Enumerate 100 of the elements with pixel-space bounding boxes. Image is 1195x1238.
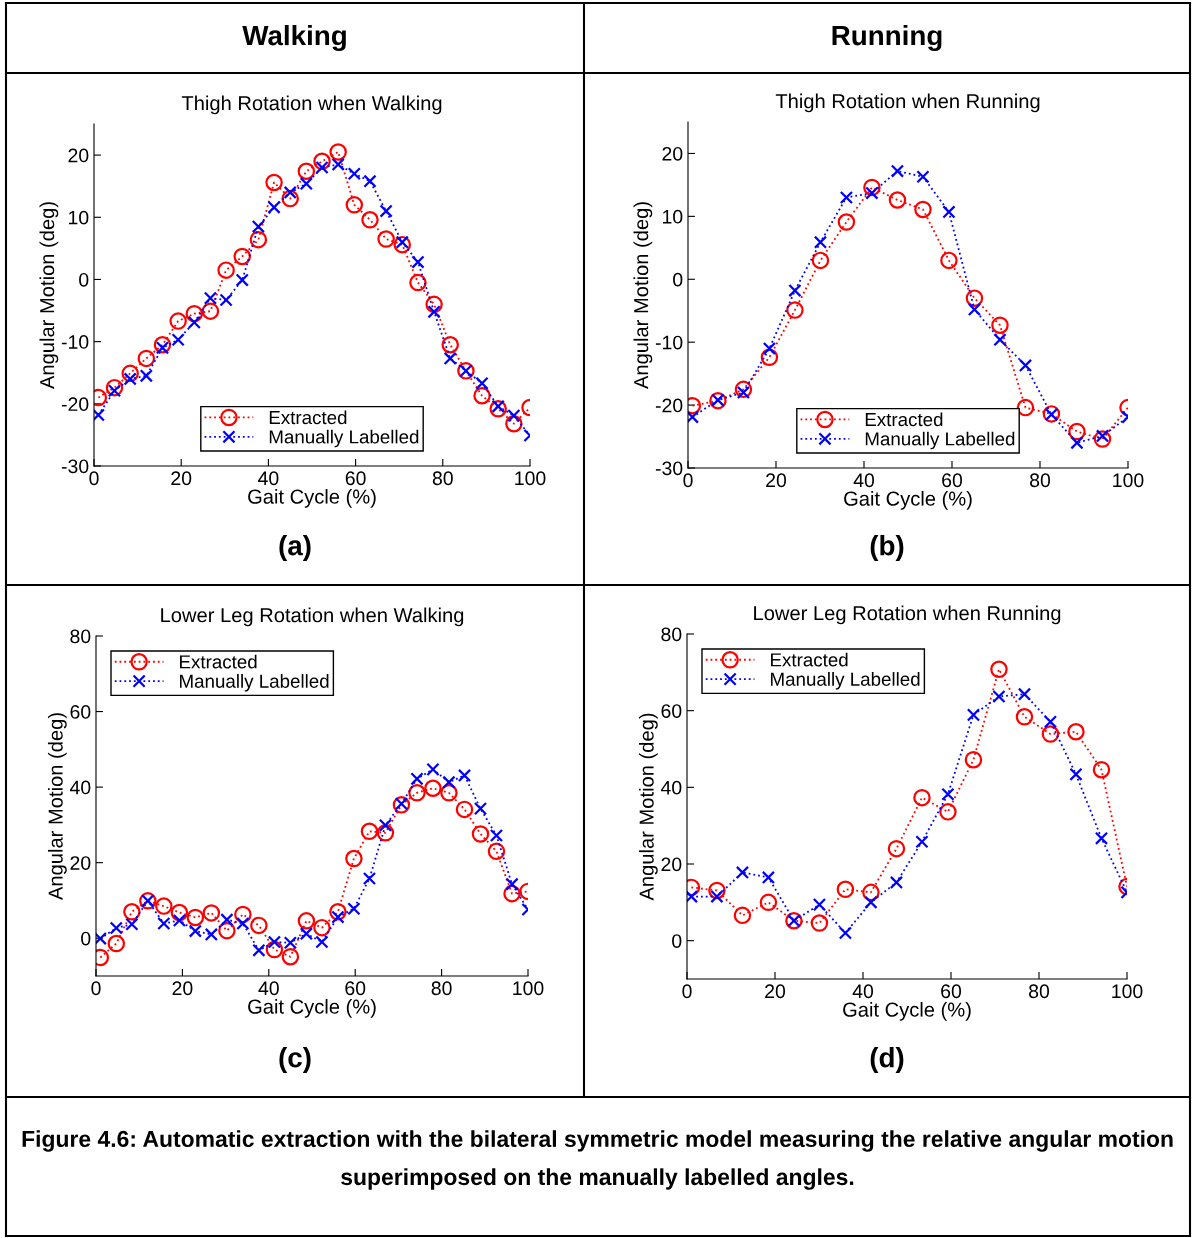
legend-label: Manually Labelled	[771, 672, 920, 690]
chart-title: Lower Leg Rotation when Running	[754, 605, 1061, 625]
point	[362, 871, 377, 886]
point	[734, 380, 753, 399]
point	[890, 164, 905, 178]
point	[281, 947, 300, 966]
text: Running	[832, 24, 942, 52]
y-tick-label: -30	[61, 459, 89, 474]
point	[204, 927, 219, 942]
point	[408, 784, 426, 802]
point	[395, 235, 409, 249]
y-axis-title: Angular Motion (deg)	[638, 713, 658, 901]
point	[125, 917, 139, 931]
point	[265, 940, 284, 959]
point	[252, 943, 266, 957]
point	[410, 772, 424, 786]
point	[915, 835, 929, 849]
point	[186, 908, 205, 927]
point	[378, 818, 393, 832]
legend-label: Manually Labelled	[865, 431, 1015, 450]
y-tick-label: 10	[663, 209, 683, 224]
x-tick-label: 20	[171, 471, 192, 486]
point	[863, 178, 881, 197]
point	[507, 408, 521, 423]
point	[760, 348, 779, 367]
point	[109, 921, 123, 935]
y-axis-title: Angular Motion (deg)	[47, 713, 67, 900]
point	[1070, 436, 1084, 450]
x-tick-label: 20	[765, 984, 786, 999]
point	[376, 824, 395, 842]
y-tick-label: -20	[61, 397, 89, 412]
point	[297, 912, 316, 930]
point	[201, 302, 220, 320]
legend-label: Extracted	[771, 652, 848, 667]
y-tick-label: 40	[69, 780, 91, 795]
point	[105, 378, 124, 397]
point	[360, 822, 379, 841]
point	[473, 386, 491, 405]
point	[361, 211, 379, 229]
point	[914, 200, 932, 219]
point	[411, 255, 425, 269]
x-tick-label: 60	[345, 981, 366, 996]
point	[107, 384, 122, 398]
caption: Figure 4.6: Automatic extraction with the bilateral symmetric model measuring the relative angular motion superimposed on the manually labelled angles.	[22, 1130, 1173, 1190]
point	[941, 787, 955, 801]
chart-title: Thigh Rotation when Walking	[181, 95, 442, 115]
point	[913, 788, 931, 807]
point	[345, 849, 363, 868]
point	[1016, 398, 1035, 417]
x-tick-label: 100	[1113, 473, 1144, 488]
text: (c)	[279, 1047, 311, 1073]
point	[889, 875, 904, 890]
point	[967, 302, 982, 317]
x-tick-label: 100	[1112, 984, 1143, 999]
point	[267, 200, 281, 214]
point	[838, 926, 853, 940]
point	[1018, 358, 1033, 373]
point	[1068, 422, 1086, 441]
y-tick-label: 20	[661, 857, 682, 872]
point	[155, 897, 173, 915]
point	[736, 385, 751, 400]
x-tick-label: 100	[515, 471, 546, 486]
point	[1093, 430, 1112, 448]
point	[788, 283, 802, 298]
point	[966, 708, 981, 722]
point	[377, 230, 395, 248]
point	[939, 803, 957, 821]
point	[139, 369, 153, 383]
chart-title: Lower Leg Rotation when Walking	[161, 607, 464, 627]
point	[185, 304, 204, 323]
legend-label: Extracted	[269, 410, 347, 425]
y-tick-label: 80	[70, 629, 91, 644]
point	[503, 884, 521, 903]
y-tick-label: 60	[661, 704, 682, 718]
point	[965, 289, 984, 307]
point	[347, 167, 361, 181]
point	[1069, 767, 1083, 781]
x-tick-label: 20	[172, 981, 193, 996]
point	[489, 828, 504, 843]
point	[409, 273, 427, 292]
y-tick-label: 60	[70, 705, 91, 719]
point	[1043, 715, 1058, 729]
point	[203, 291, 218, 305]
x-tick-label: 60	[942, 473, 963, 488]
y-tick-label: -20	[655, 398, 683, 413]
point	[505, 414, 523, 433]
point	[1041, 725, 1060, 743]
point	[441, 336, 459, 354]
x-tick-label: 80	[431, 981, 452, 996]
point	[329, 143, 347, 161]
point	[964, 750, 983, 769]
y-tick-label: 40	[660, 780, 682, 795]
point	[443, 351, 457, 366]
point	[315, 160, 329, 175]
y-tick-label: -30	[655, 461, 683, 476]
point	[942, 205, 956, 219]
x-tick-label: 40	[853, 473, 875, 488]
x-tick-label: 80	[1030, 473, 1051, 488]
point	[233, 247, 251, 266]
point	[471, 825, 490, 843]
